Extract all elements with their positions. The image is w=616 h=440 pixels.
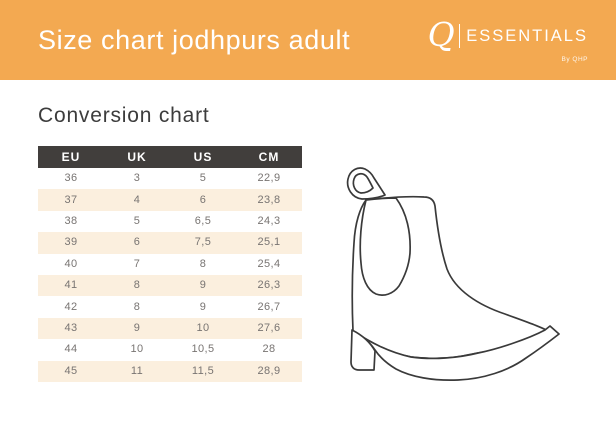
logo-subtext: By QHP (561, 55, 588, 63)
table-cell: 37 (64, 193, 78, 206)
boot-elastic-panel (359, 197, 411, 296)
table-cell: 9 (199, 300, 207, 313)
table-cell: 25,1 (257, 236, 281, 249)
table-cell: 41 (64, 279, 78, 292)
jodhpur-boot-icon (346, 167, 560, 381)
table-cell: 39 (64, 236, 78, 249)
table-row: 39 6 7,5 25,1 (38, 232, 302, 254)
size-table-body: 36 3 5 22,9 37 4 6 23,8 38 5 6,5 24,3 39 6 7,5 25,1 40 7 8… (38, 168, 302, 382)
table-row: 36 3 5 22,9 (38, 168, 302, 189)
table-cell: 42 (64, 300, 78, 313)
table-cell: 26,3 (257, 279, 281, 292)
table-cell: 7,5 (194, 236, 212, 249)
logo-divider (458, 24, 461, 48)
page-title: Size chart jodhpurs adult (38, 24, 351, 55)
table-row: 42 8 9 26,7 (38, 296, 302, 317)
table-cell: 5 (199, 172, 207, 185)
table-cell: 9 (199, 279, 207, 292)
table-cell: 10 (130, 343, 144, 356)
table-cell: 45 (64, 364, 78, 377)
table-row: 43 9 10 27,6 (38, 317, 302, 340)
table-cell: 3 (133, 172, 141, 185)
table-cell: 36 (64, 172, 78, 185)
table-cell: 10,5 (191, 343, 215, 356)
table-cell: 43 (64, 321, 78, 334)
table-row: 41 8 9 26,3 (38, 274, 302, 297)
size-conversion-table: EU UK US CM 36 3 5 22,9 37 4 6 23,8 38 5 6,5 24,3 39 6 7,… (38, 146, 302, 382)
table-cell: 6,5 (194, 214, 212, 227)
boot-paths (346, 167, 560, 381)
boot-pull-tab-hole (352, 173, 374, 194)
table-row: 44 10 10,5 28 (38, 339, 302, 360)
logo-name: ESSENTIALS (466, 26, 588, 45)
header-banner: Size chart jodhpurs adult Q ESSENTIALS B… (0, 0, 616, 80)
table-cell: 25,4 (257, 257, 281, 270)
table-cell: 8 (133, 300, 141, 313)
table-row: 38 5 6,5 24,3 (38, 211, 302, 232)
boot-illustration (328, 158, 616, 440)
section-heading: Conversion chart (38, 104, 210, 127)
table-row: 37 4 6 23,8 (38, 189, 302, 211)
table-header-cell: US (193, 150, 213, 164)
table-cell: 4 (133, 193, 141, 206)
table-cell: 11,5 (191, 364, 215, 377)
table-cell: 6 (133, 236, 141, 249)
table-cell: 28 (262, 343, 276, 356)
table-cell: 6 (199, 193, 207, 206)
table-row: 45 11 11,5 28,9 (38, 360, 302, 382)
boot-heel (350, 329, 376, 371)
table-cell: 40 (64, 257, 78, 270)
table-cell: 9 (133, 321, 141, 334)
table-cell: 44 (64, 343, 78, 356)
table-cell: 27,6 (257, 321, 281, 334)
table-cell: 8 (199, 257, 207, 270)
table-header-cell: EU (61, 150, 81, 164)
table-cell: 38 (64, 214, 78, 227)
table-cell: 24,3 (257, 214, 281, 227)
table-header-row: EU UK US CM (38, 146, 302, 168)
table-cell: 8 (133, 279, 141, 292)
table-cell: 5 (133, 214, 141, 227)
table-cell: 28,9 (257, 364, 281, 377)
table-header-cell: UK (127, 150, 147, 164)
boot-sole (352, 325, 560, 381)
table-cell: 10 (196, 321, 210, 334)
table-cell: 26,7 (257, 300, 281, 313)
logo-q-glyph: Q (427, 14, 455, 54)
table-cell: 11 (130, 364, 144, 377)
table-cell: 22,9 (257, 172, 281, 185)
table-row: 40 7 8 25,4 (38, 254, 302, 275)
table-cell: 23,8 (257, 193, 281, 206)
table-cell: 7 (133, 257, 141, 270)
brand-logo: Q ESSENTIALS By QHP (427, 14, 588, 63)
table-header-cell: CM (258, 150, 280, 164)
